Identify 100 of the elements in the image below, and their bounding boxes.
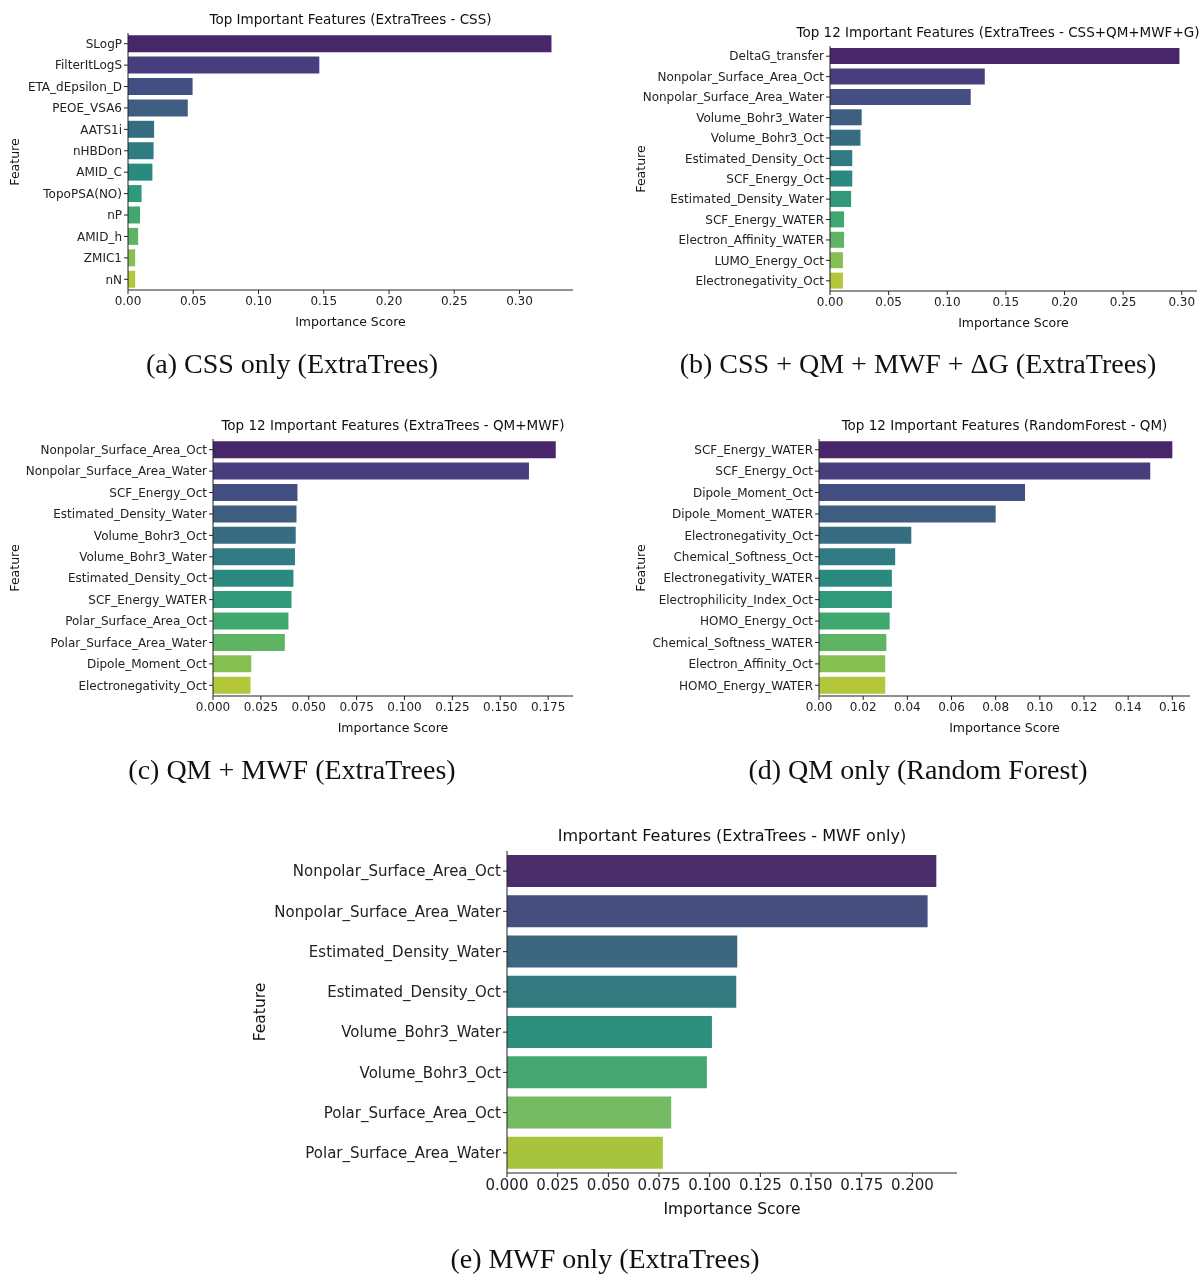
x-tick-label: 0.00 [805, 699, 833, 714]
bar [830, 211, 845, 228]
y-tick-label: SCF_Energy_WATER [694, 442, 813, 457]
x-axis-title: Importance Score [294, 314, 407, 329]
y-tick-label: Electron_Affinity_WATER [678, 233, 824, 248]
bar [830, 252, 843, 269]
bar [128, 142, 154, 160]
bar [830, 109, 862, 126]
x-tick-label: 0.12 [1070, 699, 1098, 714]
y-tick-label: ZMIC1 [83, 251, 122, 266]
bar [213, 548, 295, 566]
bar [507, 1056, 707, 1089]
y-tick-label: Volume_Bohr3_Oct [93, 528, 208, 543]
y-tick-label: Electron_Affinity_Oct [688, 657, 814, 672]
x-axis-title: Importance Score [948, 720, 1061, 735]
y-tick-label: Electronegativity_Oct [684, 528, 814, 543]
y-tick-label: SCF_Energy_Oct [715, 464, 814, 479]
y-tick-label: Estimated_Density_Water [53, 507, 208, 522]
x-tick-label: 0.150 [483, 699, 518, 714]
bar [819, 505, 996, 523]
x-tick-label: 0.000 [195, 699, 231, 714]
bar [213, 505, 297, 523]
y-tick-label: Electronegativity_WATER [663, 571, 813, 586]
y-axis-title: Feature [7, 542, 23, 594]
text: (a) CSS only (ExtraTrees) [144, 348, 440, 380]
y-tick-label: Volume_Bohr3_Oct [710, 131, 825, 146]
bar [819, 612, 890, 630]
y-tick-label: PEOE_VSA6 [52, 101, 122, 116]
bar [213, 676, 251, 694]
y-tick-label: Nonpolar_Surface_Area_Water [274, 902, 502, 922]
bar [128, 56, 320, 74]
bar [213, 591, 292, 609]
bar [507, 1096, 672, 1129]
y-tick-label: Volume_Bohr3_Water [341, 1023, 502, 1043]
y-tick-label: Dipole_Moment_WATER [671, 507, 813, 522]
x-tick-label: 0.050 [586, 1175, 630, 1194]
y-tick-label: nP [107, 208, 122, 223]
y-axis-title: Feature [251, 981, 270, 1044]
y-tick-label: TopoPSA(NO) [42, 186, 122, 201]
bar [128, 99, 188, 117]
y-axis-title: Feature [633, 143, 649, 195]
x-tick-label: 0.20 [1051, 294, 1078, 309]
bar [819, 441, 1173, 459]
bar [213, 526, 296, 544]
y-tick-label: SCF_Energy_WATER [88, 592, 207, 607]
bar [830, 170, 853, 187]
y-tick-label: Polar_Surface_Area_Water [50, 635, 208, 650]
bar [819, 483, 1026, 501]
y-tick-label: AMID_C [76, 165, 122, 180]
bar [507, 855, 937, 888]
x-tick-label: 0.050 [291, 699, 326, 714]
x-tick-label: 0.175 [840, 1175, 884, 1194]
y-axis-title: Feature [7, 136, 23, 188]
x-tick-label: 0.04 [893, 699, 921, 714]
x-tick-label: 0.15 [310, 293, 338, 308]
x-tick-label: 0.06 [938, 699, 965, 714]
bar [830, 190, 852, 207]
x-tick-label: 0.30 [506, 293, 533, 308]
bar [128, 206, 141, 224]
y-tick-label: HOMO_Energy_Oct [699, 614, 814, 629]
y-tick-label: SCF_Energy_Oct [109, 485, 208, 500]
bar [819, 633, 887, 651]
bar [819, 526, 912, 544]
y-tick-label: Electrophilicity_Index_Oct [658, 592, 814, 607]
y-tick-label: Nonpolar_Surface_Area_Oct [657, 69, 825, 84]
bar [830, 150, 853, 167]
x-axis-title: Importance Score [662, 1200, 802, 1218]
y-tick-label: Estimated_Density_Water [670, 192, 825, 207]
y-tick-label: nN [105, 272, 122, 287]
y-tick-label: Estimated_Density_Oct [68, 571, 208, 586]
bar [830, 129, 861, 146]
y-tick-label: SCF_Energy_WATER [705, 212, 824, 227]
y-tick-label: Chemical_Softness_WATER [652, 635, 813, 650]
bar [128, 35, 552, 53]
y-tick-label: Nonpolar_Surface_Area_Oct [292, 862, 502, 882]
x-tick-label: 0.25 [1109, 294, 1137, 309]
x-tick-label: 0.10 [245, 293, 272, 308]
bar [830, 68, 985, 85]
x-tick-label: 0.14 [1114, 699, 1142, 714]
bar [128, 77, 193, 95]
text: (d) QM only (Random Forest) [747, 754, 1089, 786]
y-tick-label: Electronegativity_Oct [695, 274, 825, 289]
x-tick-label: 0.000 [485, 1175, 529, 1194]
x-tick-label: 0.08 [982, 699, 1010, 714]
bar [507, 895, 928, 928]
chart-title: Top Important Features (ExtraTrees - CSS) [208, 10, 493, 27]
x-tick-label: 0.075 [339, 699, 374, 714]
x-tick-label: 0.175 [530, 699, 566, 714]
y-tick-label: AMID_h [77, 229, 122, 244]
text: (c) QM + MWF (ExtraTrees) [127, 754, 457, 786]
x-tick-label: 0.00 [114, 293, 142, 308]
text: (b) CSS + QM + MWF + ΔG (ExtraTrees) [678, 348, 1158, 380]
y-tick-label: Polar_Surface_Area_Oct [323, 1103, 502, 1123]
x-tick-label: 0.02 [849, 699, 877, 714]
x-tick-label: 0.025 [536, 1175, 580, 1194]
x-tick-label: 0.00 [816, 294, 844, 309]
chart-title: Top 12 Important Features (ExtraTrees - CSS+QM+MWF+G) [795, 23, 1201, 40]
text: (e) MWF only (ExtraTrees) [449, 1243, 761, 1275]
bar [819, 676, 886, 694]
x-tick-label: 0.10 [933, 294, 961, 309]
